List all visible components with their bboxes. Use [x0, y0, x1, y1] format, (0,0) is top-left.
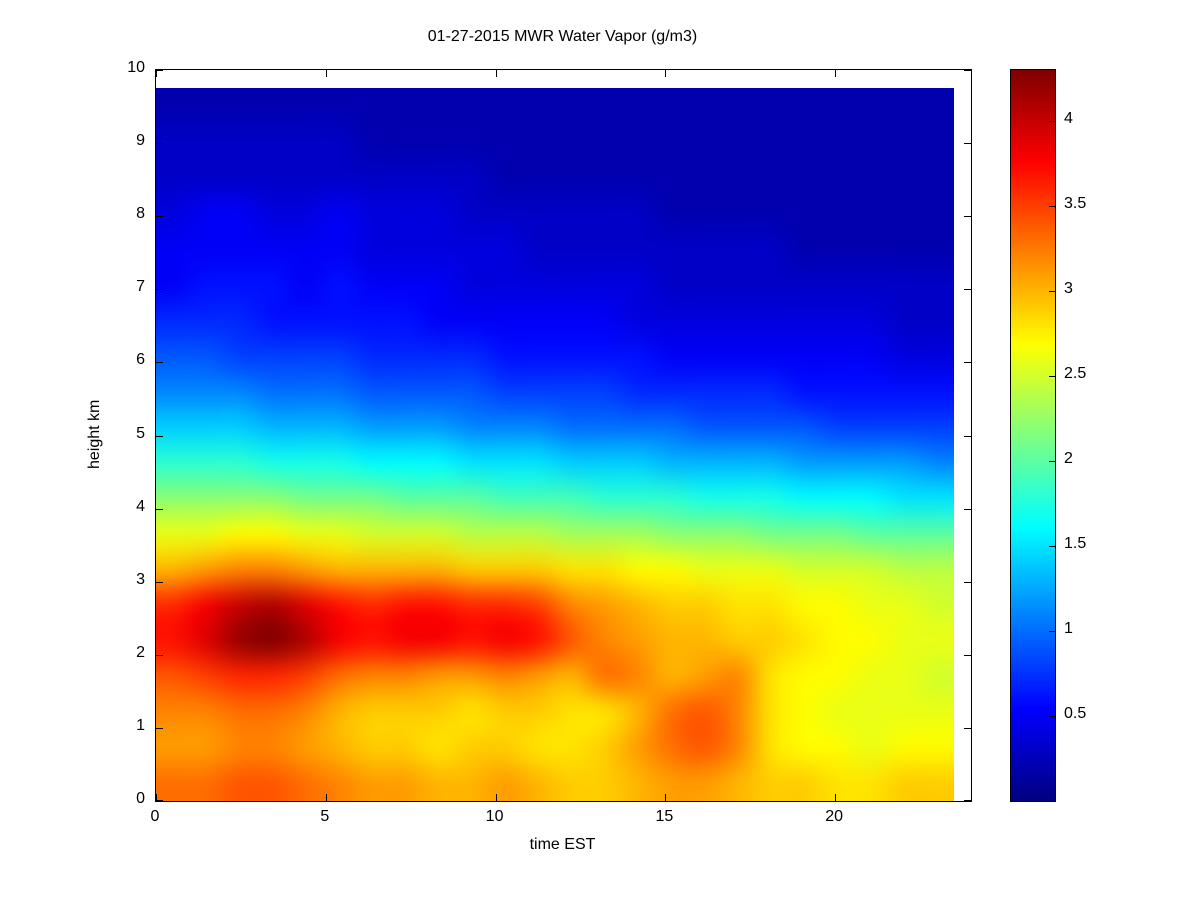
y-tick-mark — [156, 508, 163, 510]
x-tick-mark — [835, 794, 837, 801]
colorbar-tick-mark — [1049, 206, 1055, 207]
y-tick-label: 8 — [136, 205, 145, 223]
y-tick-label: 5 — [136, 424, 145, 442]
x-axis-label: time EST — [529, 836, 596, 853]
colorbar-tick-label: 1 — [1064, 620, 1073, 637]
y-tick-mark — [156, 289, 163, 291]
x-tick-label: 0 — [150, 808, 160, 825]
y-tick-mark — [964, 654, 971, 656]
x-tick-mark — [325, 70, 327, 77]
y-tick-mark — [964, 143, 971, 145]
plot-title: 01-27-2015 MWR Water Vapor (g/m3) — [427, 28, 698, 45]
x-tick-mark — [156, 70, 157, 77]
x-tick-mark — [495, 794, 497, 801]
x-tick-mark — [835, 70, 837, 77]
y-tick-label: 10 — [127, 59, 145, 76]
colorbar-tick-label: 3 — [1064, 280, 1073, 297]
colorbar-tick-mark — [1049, 376, 1055, 377]
y-tick-label: 1 — [136, 716, 145, 734]
y-tick-mark — [964, 435, 971, 437]
y-tick-mark — [964, 216, 971, 218]
colorbar-tick-mark — [1049, 461, 1055, 462]
colorbar-tick-mark — [1049, 121, 1055, 122]
colorbar-tick-mark — [1049, 716, 1055, 717]
y-tick-mark — [964, 289, 971, 291]
y-tick-mark — [964, 727, 971, 729]
heatmap-canvas — [156, 88, 954, 801]
x-tick-mark — [665, 794, 667, 801]
x-tick-mark — [495, 70, 497, 77]
y-tick-mark — [964, 70, 971, 71]
colorbar-tick-label: 0.5 — [1064, 705, 1087, 722]
colorbar-tick-label: 2.5 — [1064, 365, 1087, 382]
x-tick-label: 20 — [825, 808, 844, 825]
y-tick-mark — [156, 654, 163, 656]
y-tick-mark — [156, 800, 163, 801]
colorbar-tick-label: 2 — [1064, 450, 1073, 467]
y-tick-mark — [964, 800, 971, 801]
x-tick-mark — [325, 794, 327, 801]
colorbar-canvas — [1011, 70, 1055, 801]
x-tick-label: 15 — [655, 808, 674, 825]
colorbar-tick-label: 3.5 — [1064, 195, 1087, 212]
colorbar-tick-mark — [1049, 291, 1055, 292]
y-tick-label: 4 — [136, 497, 145, 515]
plot-area — [155, 69, 972, 802]
colorbar-tick-mark — [1049, 546, 1055, 547]
y-tick-mark — [964, 581, 971, 583]
x-tick-label: 5 — [320, 808, 330, 825]
y-tick-mark — [156, 581, 163, 583]
y-tick-mark — [156, 362, 163, 364]
y-tick-mark — [964, 362, 971, 364]
colorbar — [1010, 69, 1056, 802]
y-tick-mark — [156, 70, 163, 71]
x-tick-label: 10 — [485, 808, 504, 825]
y-tick-mark — [964, 508, 971, 510]
y-tick-mark — [156, 216, 163, 218]
y-tick-mark — [156, 727, 163, 729]
y-tick-label: 9 — [136, 132, 145, 150]
x-tick-mark — [156, 794, 157, 801]
y-tick-label: 2 — [136, 643, 145, 661]
colorbar-tick-mark — [1049, 631, 1055, 632]
y-tick-mark — [156, 435, 163, 437]
y-tick-label: 3 — [136, 570, 145, 588]
colorbar-tick-label: 4 — [1064, 110, 1073, 127]
y-tick-label: 0 — [136, 790, 145, 807]
y-tick-label: 7 — [136, 278, 145, 296]
x-tick-mark — [665, 70, 667, 77]
colorbar-tick-label: 1.5 — [1064, 535, 1087, 552]
y-tick-label: 6 — [136, 351, 145, 369]
y-tick-mark — [156, 143, 163, 145]
